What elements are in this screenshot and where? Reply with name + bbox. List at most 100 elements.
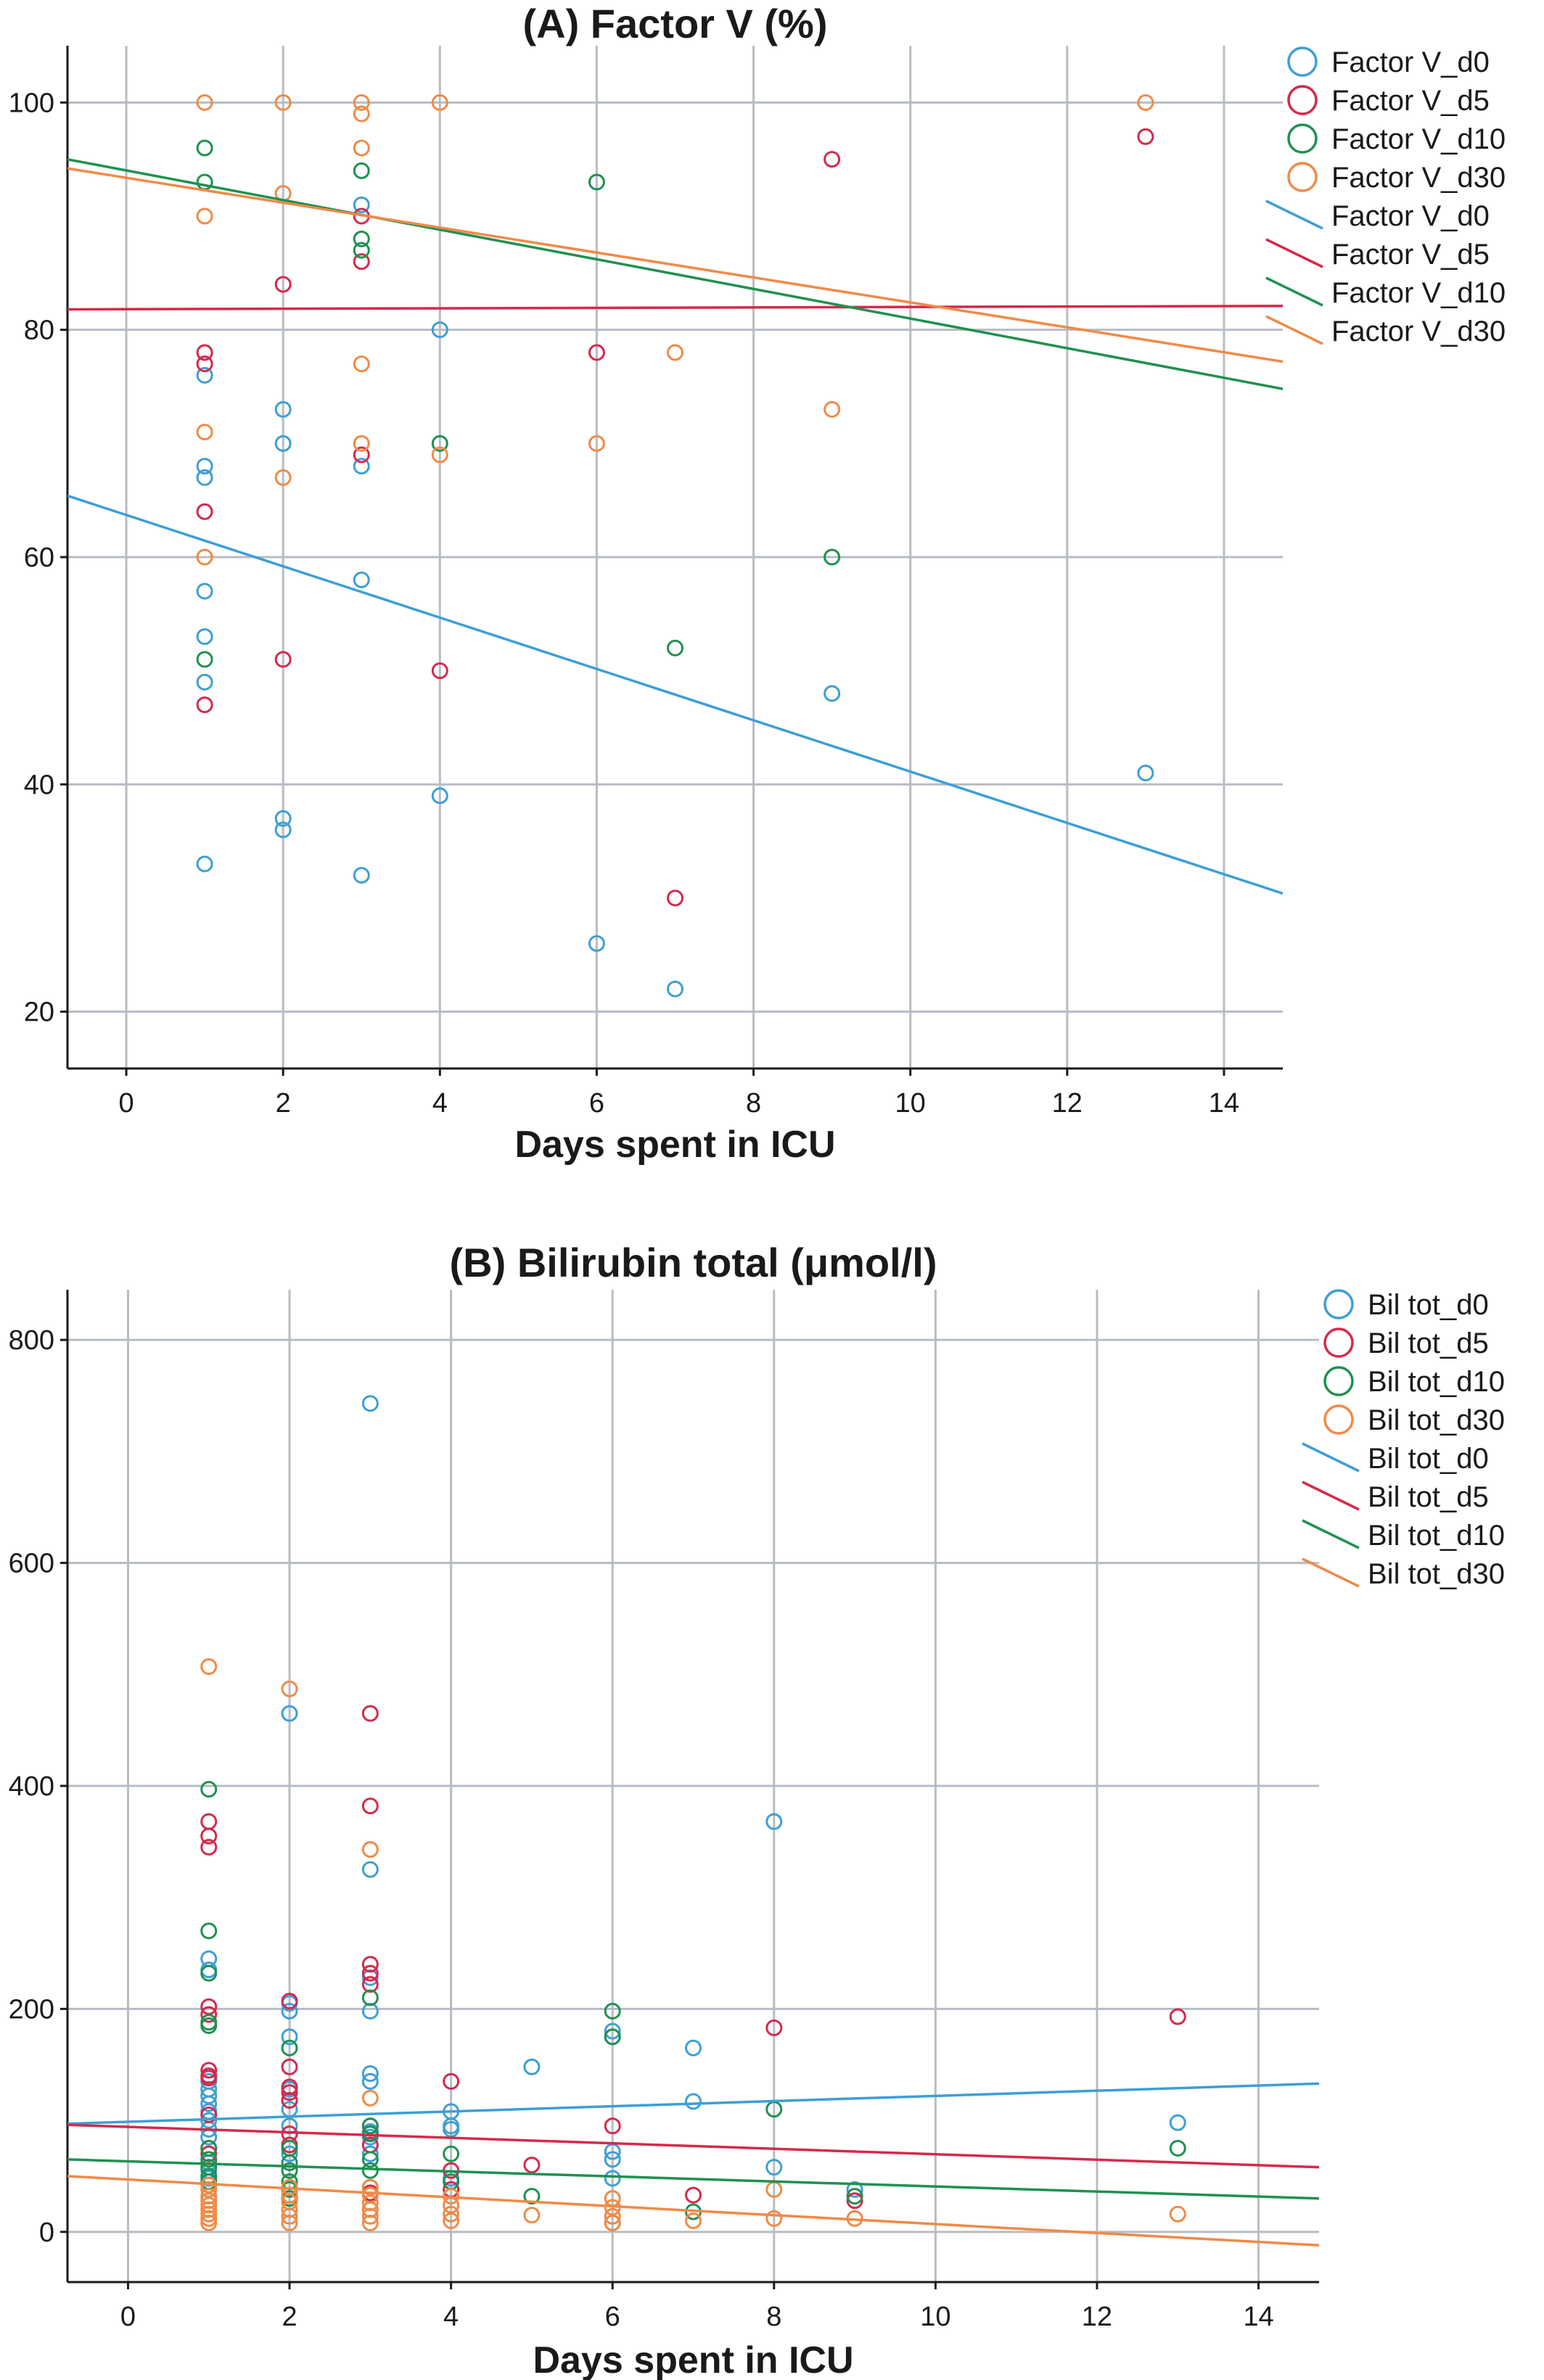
data-point <box>824 400 841 418</box>
x-tick-label: 12 <box>1052 1088 1083 1119</box>
data-point <box>685 2212 702 2229</box>
x-tick-label: 10 <box>920 2302 950 2332</box>
x-tick-label: 14 <box>1209 1088 1239 1119</box>
x-axis-label: Days spent in ICU <box>514 1124 835 1166</box>
data-point <box>604 2117 621 2135</box>
data-point <box>443 2212 460 2229</box>
fit-line-d30 <box>67 2175 1319 2247</box>
legend-marker-d5 <box>1323 1327 1354 1358</box>
data-point <box>361 2194 379 2212</box>
data-point <box>196 582 213 600</box>
data-point <box>353 867 370 884</box>
legend-label: Bil tot_d0 <box>1368 1289 1489 1321</box>
data-point <box>361 1956 379 1973</box>
data-point <box>200 1658 218 1676</box>
data-point <box>200 2196 218 2214</box>
data-point <box>281 2002 298 2019</box>
data-point <box>200 1827 218 1845</box>
data-point <box>1169 2114 1186 2131</box>
legend-label: Bil tot_d10 <box>1368 1520 1505 1552</box>
data-point <box>200 1922 218 1940</box>
x-tick-label: 2 <box>276 1088 291 1119</box>
data-point <box>196 424 213 441</box>
data-point <box>200 2201 218 2218</box>
series-d0-points <box>200 1395 1186 2198</box>
data-point <box>200 2106 218 2123</box>
data-point <box>196 458 213 475</box>
series-d5-points <box>200 1705 1186 2210</box>
data-point <box>765 2159 783 2176</box>
data-point <box>281 2078 298 2096</box>
x-tick-label: 2 <box>282 2302 297 2332</box>
data-point <box>431 787 448 804</box>
data-point <box>281 2145 298 2162</box>
data-point <box>361 1841 379 1858</box>
data-point <box>361 2117 379 2135</box>
legend-line-d5 <box>1265 238 1323 268</box>
data-point <box>353 435 370 452</box>
legend-marker-d0 <box>1323 1289 1354 1319</box>
data-point <box>604 2151 621 2168</box>
data-point <box>846 2181 863 2198</box>
y-tick-label: 60 <box>24 543 54 573</box>
x-tick-label: 8 <box>766 2302 781 2332</box>
data-point <box>200 2062 218 2079</box>
y-tick-label: 600 <box>9 1549 54 1579</box>
x-tick-label: 4 <box>432 1088 448 1119</box>
data-point <box>196 469 213 486</box>
x-tick-label: 0 <box>120 2302 136 2332</box>
legend-label: Bil tot_d5 <box>1368 1327 1489 1359</box>
data-point <box>200 2140 218 2157</box>
data-point <box>353 355 370 373</box>
legend-label: Factor V_d30 <box>1331 162 1506 194</box>
data-point <box>846 2188 863 2205</box>
legend-label: Factor V_d0 <box>1331 200 1490 232</box>
legend-marker-d5 <box>1287 85 1318 115</box>
data-point <box>361 2002 379 2019</box>
data-point <box>361 1964 379 1982</box>
data-point <box>274 810 292 827</box>
series-d10-points <box>200 1781 1186 2232</box>
data-point <box>604 2028 621 2046</box>
legend-label: Bil tot_d0 <box>1368 1443 1489 1475</box>
data-point <box>667 344 683 361</box>
data-point <box>196 696 213 714</box>
data-point <box>667 639 683 656</box>
data-point <box>281 2039 298 2056</box>
legend-marker-d10 <box>1287 123 1318 154</box>
panel-b: (B) Bilirubin total (μmol/l) 0 2 4 6 8 10 12 14 0… <box>9 1240 1505 2380</box>
data-point <box>1137 94 1154 111</box>
data-point <box>200 2006 218 2023</box>
data-point <box>281 2162 298 2179</box>
legend-label: Factor V_d0 <box>1331 46 1490 78</box>
legend-label: Factor V_d5 <box>1331 85 1490 117</box>
data-point <box>196 139 213 157</box>
data-point <box>274 435 292 452</box>
x-tick-label: 4 <box>443 2302 459 2332</box>
data-point <box>353 458 370 475</box>
legend-marker-d0 <box>1287 46 1318 77</box>
data-point <box>361 1395 379 1412</box>
data-point <box>443 2072 460 2090</box>
data-point <box>200 2210 218 2227</box>
fit-line-d5 <box>67 2123 1319 2169</box>
data-point <box>281 2028 298 2046</box>
chart-title: (B) Bilirubin total (μmol/l) <box>450 1240 937 1285</box>
data-point <box>196 355 213 373</box>
y-tick-label: 80 <box>24 316 54 346</box>
data-point <box>200 2087 218 2104</box>
data-point <box>431 435 448 452</box>
data-point <box>200 2151 218 2168</box>
data-point <box>196 344 213 361</box>
data-point <box>685 2093 702 2110</box>
data-point <box>196 673 213 691</box>
data-point <box>667 980 683 997</box>
data-point <box>361 1989 379 2006</box>
legend: Bil tot_d0 Bil tot_d5 Bil tot_d10 Bil tot_d… <box>1302 1289 1505 1590</box>
legend-line-d30 <box>1302 1557 1360 1588</box>
legend-label: Factor V_d5 <box>1331 239 1490 271</box>
legend-label: Bil tot_d5 <box>1368 1481 1489 1513</box>
legend-line-d0 <box>1302 1442 1360 1473</box>
